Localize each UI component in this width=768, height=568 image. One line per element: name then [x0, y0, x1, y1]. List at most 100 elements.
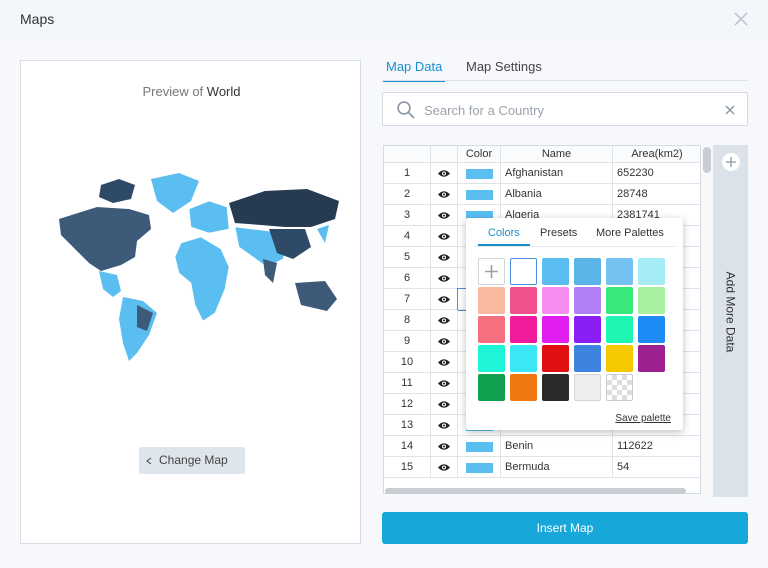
- header: [0, 0, 768, 38]
- picker-tab[interactable]: Colors: [478, 227, 530, 246]
- color-cell[interactable]: [458, 436, 501, 457]
- visibility-toggle[interactable]: [431, 373, 458, 394]
- row-number: 5: [384, 247, 431, 268]
- visibility-toggle[interactable]: [431, 394, 458, 415]
- color-option[interactable]: [542, 316, 569, 343]
- color-option[interactable]: [574, 374, 601, 401]
- column-header: [431, 146, 458, 163]
- visibility-toggle[interactable]: [431, 310, 458, 331]
- visibility-toggle[interactable]: [431, 163, 458, 184]
- change-map-label: Change Map: [159, 453, 228, 467]
- color-option[interactable]: [510, 345, 537, 372]
- color-option[interactable]: [542, 345, 569, 372]
- visibility-toggle[interactable]: [431, 289, 458, 310]
- tab-map-settings[interactable]: Map Settings: [466, 59, 542, 74]
- save-palette-link[interactable]: Save palette: [615, 413, 671, 424]
- visibility-toggle[interactable]: [431, 247, 458, 268]
- color-option[interactable]: [638, 316, 665, 343]
- color-swatch: [466, 211, 493, 221]
- row-number: 11: [384, 373, 431, 394]
- visibility-toggle[interactable]: [431, 436, 458, 457]
- color-option[interactable]: [574, 316, 601, 343]
- color-option[interactable]: [606, 316, 633, 343]
- color-swatch: [466, 463, 493, 473]
- color-option[interactable]: [606, 287, 633, 314]
- row-number: 8: [384, 310, 431, 331]
- visibility-toggle[interactable]: [431, 457, 458, 478]
- visibility-toggle[interactable]: [431, 331, 458, 352]
- search-icon: [397, 101, 415, 119]
- color-option[interactable]: [542, 374, 569, 401]
- color-option[interactable]: [542, 258, 569, 285]
- color-option[interactable]: [478, 345, 505, 372]
- change-map-button[interactable]: Change Map: [139, 447, 245, 474]
- visibility-toggle[interactable]: [431, 184, 458, 205]
- color-option[interactable]: [510, 258, 537, 285]
- color-option[interactable]: [574, 287, 601, 314]
- country-name[interactable]: Benin: [501, 436, 613, 457]
- row-number: 4: [384, 226, 431, 247]
- h-scrollbar[interactable]: [385, 488, 686, 494]
- color-option[interactable]: [510, 374, 537, 401]
- preview-prefix: Preview of: [142, 84, 204, 99]
- color-option[interactable]: [574, 258, 601, 285]
- swatch-grid: [478, 258, 678, 408]
- color-option[interactable]: [510, 287, 537, 314]
- insert-map-button[interactable]: Insert Map: [382, 512, 748, 544]
- search-box[interactable]: Search for a Country: [382, 92, 748, 126]
- color-picker: Colors Presets More Palettes Save palett…: [466, 218, 683, 430]
- color-option[interactable]: [478, 316, 505, 343]
- area-value[interactable]: 28748: [613, 184, 700, 205]
- area-value[interactable]: [613, 415, 700, 436]
- area-value[interactable]: 54: [613, 457, 700, 478]
- visibility-toggle[interactable]: [431, 352, 458, 373]
- preview-label: Preview of World: [21, 84, 362, 99]
- visibility-toggle[interactable]: [431, 205, 458, 226]
- tab-map-data[interactable]: Map Data: [383, 59, 446, 82]
- transparent-option[interactable]: [606, 374, 633, 401]
- row-number: 12: [384, 394, 431, 415]
- country-name[interactable]: Bermuda: [501, 457, 613, 478]
- picker-divider: [474, 246, 675, 247]
- close-button[interactable]: [733, 11, 749, 27]
- row-number: 7: [384, 289, 431, 310]
- color-swatch: [466, 190, 493, 200]
- country-name[interactable]: Albania: [501, 184, 613, 205]
- color-option[interactable]: [542, 287, 569, 314]
- color-cell[interactable]: [458, 163, 501, 184]
- color-option[interactable]: [606, 345, 633, 372]
- search-placeholder: Search for a Country: [424, 103, 544, 118]
- color-option[interactable]: [478, 287, 505, 314]
- picker-tab[interactable]: More Palettes: [596, 227, 664, 239]
- visibility-toggle[interactable]: [431, 268, 458, 289]
- visibility-toggle[interactable]: [431, 415, 458, 436]
- color-option[interactable]: [638, 287, 665, 314]
- clear-search[interactable]: [725, 105, 735, 115]
- area-value[interactable]: 652230: [613, 163, 700, 184]
- world-map: [59, 173, 339, 361]
- column-header: Area(km2): [613, 146, 700, 163]
- row-number: 14: [384, 436, 431, 457]
- visibility-toggle[interactable]: [431, 226, 458, 247]
- v-scrollbar[interactable]: [703, 147, 711, 173]
- area-value[interactable]: 112622: [613, 436, 700, 457]
- row-number: 2: [384, 184, 431, 205]
- country-name[interactable]: Afghanistan: [501, 163, 613, 184]
- column-header: Color: [458, 146, 501, 163]
- color-option[interactable]: [574, 345, 601, 372]
- color-option[interactable]: [606, 258, 633, 285]
- row-number: 6: [384, 268, 431, 289]
- color-cell[interactable]: [458, 184, 501, 205]
- color-option[interactable]: [510, 316, 537, 343]
- color-option[interactable]: [638, 345, 665, 372]
- color-cell[interactable]: [458, 457, 501, 478]
- row-number: 15: [384, 457, 431, 478]
- row-number: 10: [384, 352, 431, 373]
- add-data-sidebar[interactable]: Add More Data: [713, 145, 748, 497]
- dialog-title: Maps: [20, 11, 55, 27]
- add-icon[interactable]: [721, 152, 741, 172]
- color-option[interactable]: [638, 258, 665, 285]
- add-color[interactable]: [478, 258, 505, 285]
- color-option[interactable]: [478, 374, 505, 401]
- picker-tab[interactable]: Presets: [540, 227, 578, 239]
